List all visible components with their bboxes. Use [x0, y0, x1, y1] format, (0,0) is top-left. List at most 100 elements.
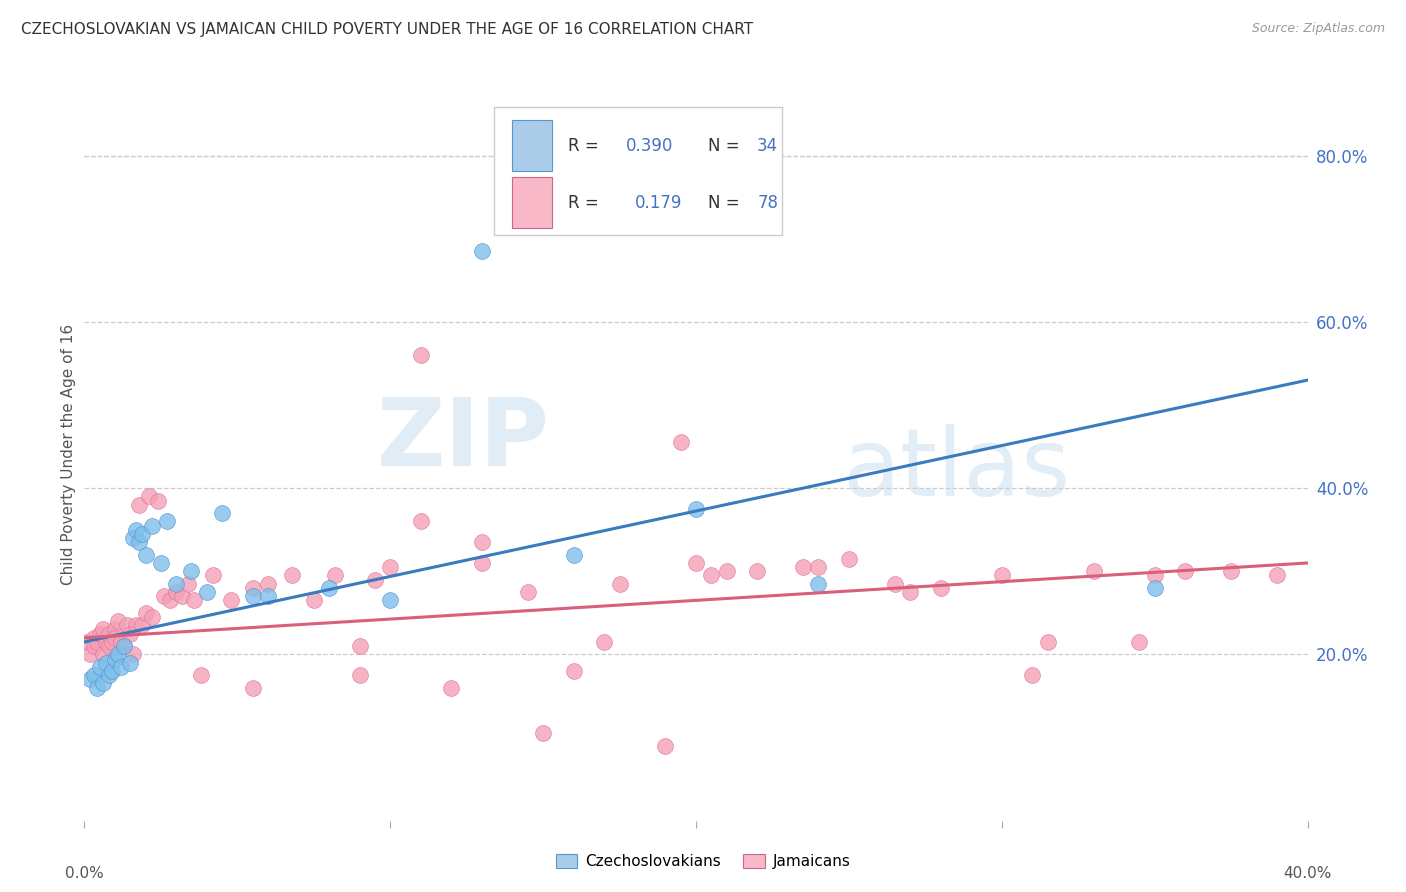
Point: [685, 502, 707, 516]
Point: [91, 676, 114, 690]
Point: [838, 551, 860, 566]
Point: [1220, 564, 1243, 578]
Point: [83, 639, 105, 653]
Point: [141, 518, 163, 533]
Point: [1143, 568, 1166, 582]
Point: [104, 623, 127, 637]
Point: [135, 606, 157, 620]
Point: [440, 681, 463, 695]
Point: [110, 660, 132, 674]
Point: [685, 556, 707, 570]
Point: [104, 651, 127, 665]
Point: [156, 515, 179, 529]
Point: [115, 618, 138, 632]
Point: [883, 576, 905, 591]
Point: [83, 631, 105, 645]
Point: [1083, 564, 1105, 578]
Point: [89, 660, 111, 674]
Point: [165, 576, 187, 591]
Text: Source: ZipAtlas.com: Source: ZipAtlas.com: [1251, 22, 1385, 36]
Point: [609, 576, 631, 591]
Point: [112, 639, 135, 653]
Point: [125, 523, 148, 537]
Point: [104, 631, 127, 645]
Text: atlas: atlas: [842, 424, 1071, 516]
Point: [149, 556, 172, 570]
Point: [125, 618, 148, 632]
Point: [112, 639, 135, 653]
Point: [94, 635, 117, 649]
Text: 0.0%: 0.0%: [65, 866, 104, 881]
Point: [302, 593, 325, 607]
Text: R =: R =: [568, 194, 609, 211]
Point: [101, 635, 124, 649]
Point: [349, 668, 371, 682]
Point: [146, 493, 169, 508]
Point: [94, 656, 117, 670]
Point: [1174, 564, 1197, 578]
Point: [79, 673, 101, 687]
Point: [177, 576, 200, 591]
Point: [122, 531, 145, 545]
Point: [747, 564, 769, 578]
Point: [1143, 581, 1166, 595]
Point: [792, 560, 814, 574]
FancyBboxPatch shape: [494, 108, 782, 235]
Point: [1128, 635, 1150, 649]
Point: [409, 348, 432, 362]
Point: [107, 648, 129, 662]
Point: [1265, 568, 1288, 582]
Text: CZECHOSLOVAKIAN VS JAMAICAN CHILD POVERTY UNDER THE AGE OF 16 CORRELATION CHART: CZECHOSLOVAKIAN VS JAMAICAN CHILD POVERT…: [21, 22, 754, 37]
Point: [97, 639, 120, 653]
Point: [131, 618, 153, 632]
Text: 0.390: 0.390: [626, 136, 673, 154]
Legend: Czechoslovakians, Jamaicans: Czechoslovakians, Jamaicans: [550, 848, 856, 875]
Point: [807, 560, 830, 574]
Point: [91, 648, 114, 662]
Point: [281, 568, 304, 582]
Point: [807, 576, 830, 591]
Point: [172, 589, 194, 603]
Point: [531, 726, 554, 740]
Point: [128, 535, 150, 549]
Point: [83, 668, 105, 682]
Text: N =: N =: [709, 194, 745, 211]
Point: [165, 585, 187, 599]
Point: [201, 568, 224, 582]
Point: [562, 548, 585, 562]
Point: [138, 490, 160, 504]
Point: [364, 573, 387, 587]
Point: [180, 564, 202, 578]
Point: [141, 610, 163, 624]
Point: [516, 585, 538, 599]
Text: 78: 78: [758, 194, 778, 211]
Point: [76, 635, 98, 649]
Point: [669, 435, 692, 450]
FancyBboxPatch shape: [513, 177, 551, 228]
Point: [898, 585, 921, 599]
Point: [1021, 668, 1043, 682]
Point: [318, 581, 340, 595]
Point: [700, 568, 723, 582]
Point: [991, 568, 1014, 582]
Point: [86, 681, 108, 695]
Point: [97, 626, 120, 640]
Point: [183, 593, 205, 607]
Point: [122, 648, 145, 662]
Y-axis label: Child Poverty Under the Age of 16: Child Poverty Under the Age of 16: [60, 325, 76, 585]
Text: 40.0%: 40.0%: [1284, 866, 1331, 881]
FancyBboxPatch shape: [513, 120, 551, 171]
Point: [349, 639, 371, 653]
Point: [471, 535, 494, 549]
Point: [716, 564, 738, 578]
Point: [120, 626, 142, 640]
Text: R =: R =: [568, 136, 603, 154]
Point: [159, 593, 181, 607]
Text: 0.179: 0.179: [636, 194, 682, 211]
Text: N =: N =: [709, 136, 745, 154]
Point: [1036, 635, 1059, 649]
Point: [89, 626, 111, 640]
Point: [120, 656, 142, 670]
Point: [257, 576, 280, 591]
Point: [380, 593, 402, 607]
